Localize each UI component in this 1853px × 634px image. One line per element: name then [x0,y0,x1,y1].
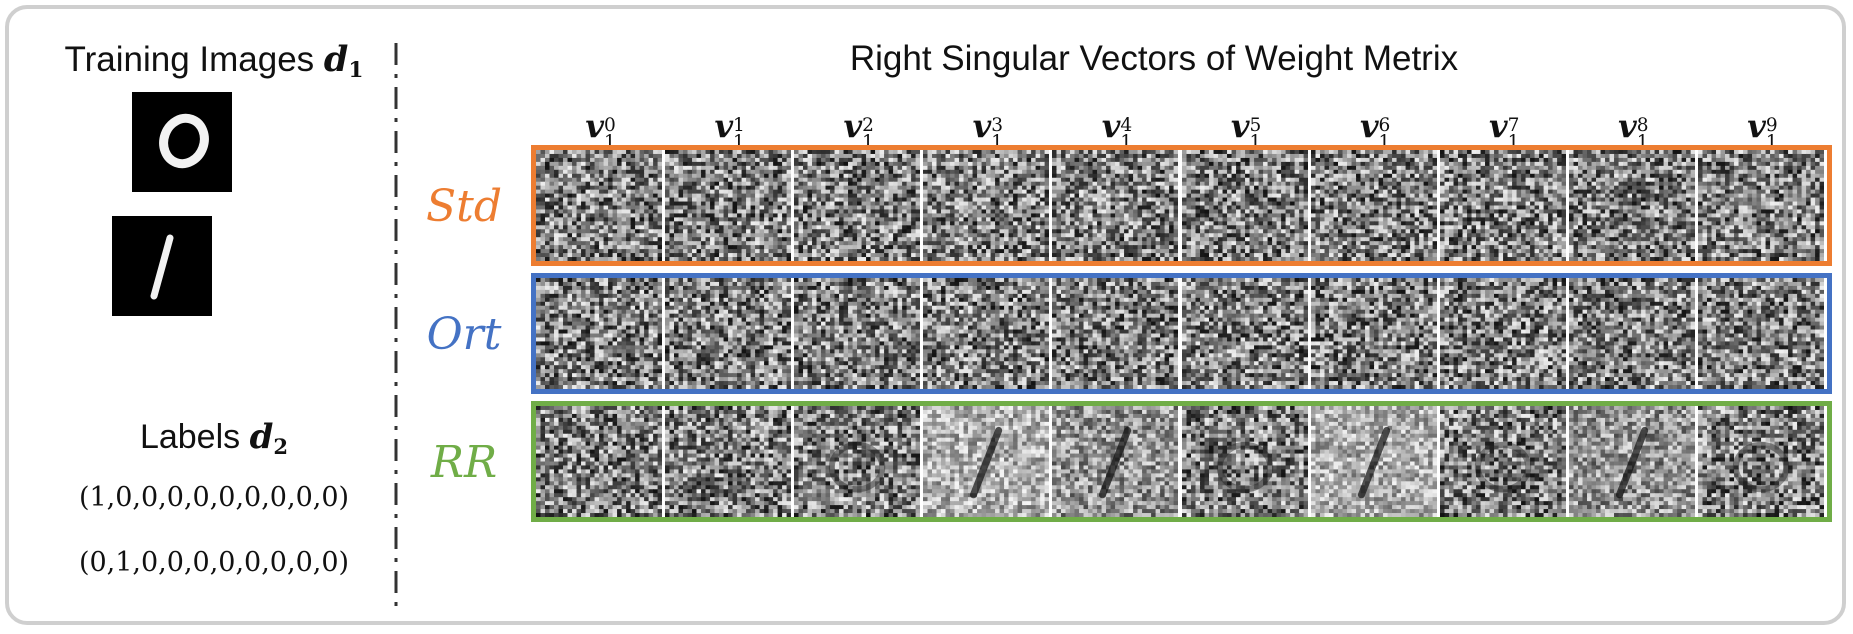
noise-pattern [1310,278,1437,389]
noise-pattern [1181,278,1308,389]
figure-panel: Training Images d1 Labels d2 (1,0,0,0,0,… [5,5,1846,625]
vector-tile-std-1 [665,150,792,261]
labels-sub: 2 [273,434,288,459]
training-images-var: d [324,39,348,80]
noise-pattern [794,406,921,517]
noise-pattern [1697,278,1824,389]
noise-pattern [1052,150,1179,261]
noise-pattern [665,150,792,261]
vector-tile-ort-9 [1697,278,1824,389]
noise-pattern [536,150,663,261]
noise-pattern [536,406,663,517]
vector-tile-std-2 [794,150,921,261]
noise-pattern [1310,150,1437,261]
noise-pattern [665,278,792,389]
training-images-title: Training Images d1 [29,39,399,83]
vector-tile-rr-8 [1568,406,1695,517]
row-label-std: Std [409,181,519,232]
vector-tile-rr-1 [665,406,792,517]
right-singular-vectors-title: Right Singular Vectors of Weight Metrix [469,39,1839,79]
noise-pattern [1310,406,1437,517]
noise-pattern [665,406,792,517]
vector-tile-std-0 [536,150,663,261]
digit-one-glyph [150,234,174,300]
digit-one-image [112,216,212,316]
vector-tile-rr-9 [1697,406,1824,517]
vector-tile-ort-5 [1181,278,1308,389]
row-label-rr: RR [409,437,519,488]
training-images-title-text: Training Images [65,40,324,79]
vector-tile-rr-3 [923,406,1050,517]
noise-pattern [794,150,921,261]
vector-tile-ort-3 [923,278,1050,389]
noise-pattern [1052,406,1179,517]
vector-tile-ort-1 [665,278,792,389]
digit-zero-image [132,92,232,192]
training-images-sub: 1 [348,58,363,83]
vector-tile-ort-0 [536,278,663,389]
noise-pattern [923,278,1050,389]
labels-title-text: Labels [140,418,250,456]
noise-pattern [1568,406,1695,517]
vector-tile-rr-4 [1052,406,1179,517]
noise-pattern [1697,150,1824,261]
noise-pattern [794,278,921,389]
noise-pattern [1181,150,1308,261]
noise-pattern [1568,278,1695,389]
vector-tile-std-8 [1568,150,1695,261]
noise-pattern [1568,150,1695,261]
onehot-label-zero: (1,0,0,0,0,0,0,0,0,0) [29,482,399,513]
noise-pattern [1181,406,1308,517]
vector-tile-std-4 [1052,150,1179,261]
vector-tile-ort-4 [1052,278,1179,389]
vector-tile-ort-2 [794,278,921,389]
vector-tile-rr-0 [536,406,663,517]
vector-tile-std-3 [923,150,1050,261]
noise-pattern [1052,278,1179,389]
noise-pattern [923,150,1050,261]
row-box-std [531,145,1832,266]
noise-pattern [923,406,1050,517]
noise-pattern [1697,406,1824,517]
row-label-ort: Ort [409,309,519,360]
noise-pattern [536,278,663,389]
vector-tile-rr-2 [794,406,921,517]
vector-tile-ort-7 [1439,278,1566,389]
labels-var: d [250,417,274,457]
vector-tile-rr-5 [1181,406,1308,517]
digit-zero-glyph [159,113,209,169]
labels-title: Labels d2 [29,417,399,459]
vector-tile-ort-8 [1568,278,1695,389]
noise-pattern [1439,278,1566,389]
vector-tile-rr-7 [1439,406,1566,517]
vector-tile-std-5 [1181,150,1308,261]
vector-tile-ort-6 [1310,278,1437,389]
vector-tile-std-6 [1310,150,1437,261]
dashdot-divider [393,43,399,613]
row-box-ort [531,273,1832,394]
row-box-rr [531,401,1832,522]
vector-tile-rr-6 [1310,406,1437,517]
onehot-label-one: (0,1,0,0,0,0,0,0,0,0) [29,547,399,578]
vector-tile-std-9 [1697,150,1824,261]
noise-pattern [1439,150,1566,261]
vector-tile-std-7 [1439,150,1566,261]
noise-pattern [1439,406,1566,517]
